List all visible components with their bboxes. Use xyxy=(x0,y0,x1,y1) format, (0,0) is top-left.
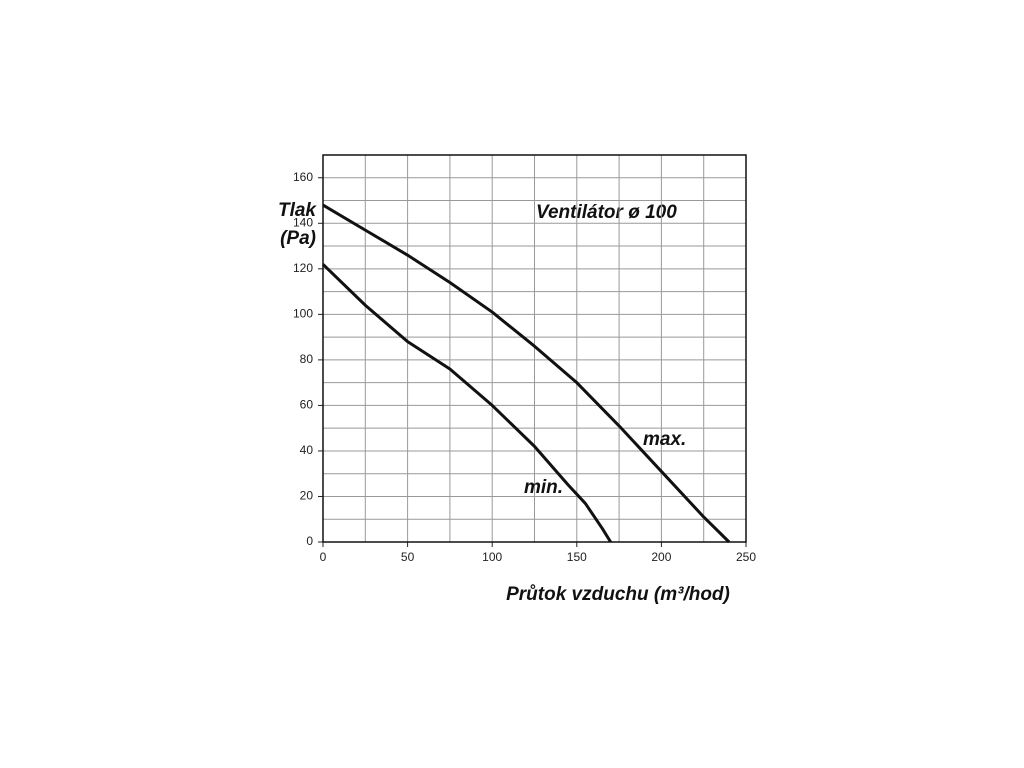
y-tick-label: 140 xyxy=(293,215,313,229)
series-label: max. xyxy=(643,429,686,450)
plot-frame xyxy=(322,154,747,543)
series-line xyxy=(322,203,731,544)
y-tick-label: 160 xyxy=(293,170,313,184)
series-line xyxy=(321,263,612,543)
y-tick-label: 40 xyxy=(300,443,314,457)
y-tick-label: 20 xyxy=(300,489,314,503)
y-tick-label: 80 xyxy=(300,352,314,366)
series-label: min. xyxy=(524,477,563,498)
y-tick-label: 120 xyxy=(293,261,313,275)
y-axis-label: (Pa) xyxy=(280,228,316,249)
y-tick-label: 60 xyxy=(300,398,314,412)
y-tick-label: 0 xyxy=(306,534,313,548)
y-tick-label: 100 xyxy=(293,307,313,321)
x-tick-label: 0 xyxy=(320,550,327,564)
x-tick-label: 100 xyxy=(482,550,502,564)
x-tick-label: 50 xyxy=(401,550,415,564)
x-tick-label: 200 xyxy=(651,550,671,564)
x-tick-label: 250 xyxy=(736,550,756,564)
y-axis-label: Tlak xyxy=(278,200,317,221)
chart-title: Ventilátor ø 100 xyxy=(536,202,677,223)
x-tick-label: 150 xyxy=(567,550,587,564)
x-axis-label: Průtok vzduchu (m³/hod) xyxy=(506,584,730,605)
